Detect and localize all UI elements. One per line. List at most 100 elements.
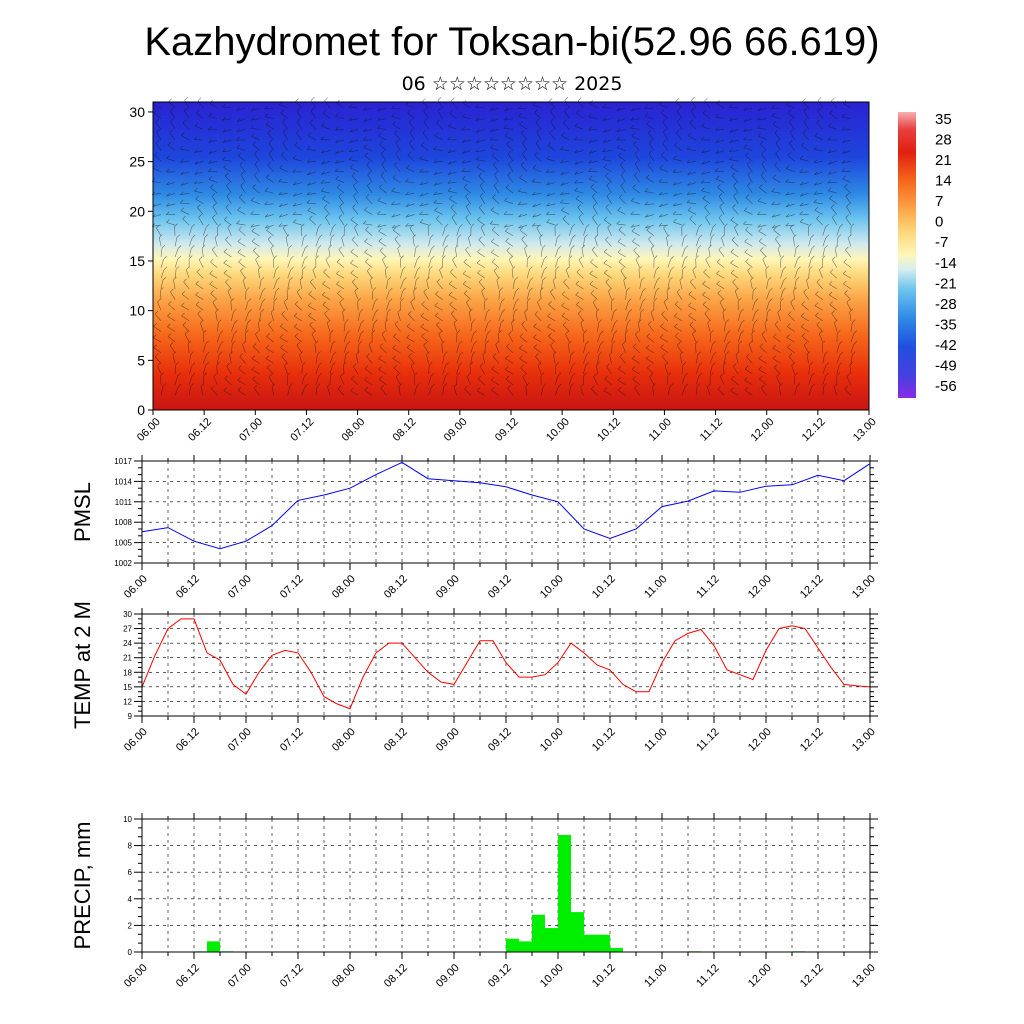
wind-barb xyxy=(554,386,559,396)
wind-barb-flag xyxy=(644,105,649,109)
wind-barb-flag xyxy=(479,363,484,367)
wind-barb-flag xyxy=(616,220,620,225)
wind-barb-flag xyxy=(413,287,417,291)
wind-barb xyxy=(229,354,232,364)
wind-barb xyxy=(815,315,823,322)
wind-barb xyxy=(329,354,334,364)
wind-barb-flag xyxy=(478,278,483,283)
wind-barb xyxy=(377,118,387,121)
wind-barb xyxy=(296,121,303,130)
wind-barb xyxy=(397,248,401,258)
y-tick-label: 1002 xyxy=(114,559,132,568)
wind-barb xyxy=(689,218,697,226)
wind-barb-flag xyxy=(606,182,611,186)
wind-barb-flag xyxy=(326,319,331,324)
wind-barb xyxy=(335,178,345,183)
wind-barb xyxy=(268,376,274,385)
y-tick-label: 1014 xyxy=(114,477,132,486)
x-tick-label: 12.12 xyxy=(798,726,826,754)
wind-barb xyxy=(271,386,274,396)
wind-barb-flag xyxy=(287,372,291,376)
wind-barb-flag xyxy=(568,255,573,259)
wind-barb xyxy=(264,190,274,194)
wind-barb xyxy=(369,280,373,290)
wind-barb xyxy=(819,269,824,279)
wind-barb-flag xyxy=(195,195,199,200)
wind-barb-flag xyxy=(740,308,744,313)
wind-barb-flag xyxy=(341,234,345,238)
wind-barb xyxy=(174,226,176,236)
wind-barb-flag xyxy=(839,223,843,228)
wind-barb-flag xyxy=(363,128,367,132)
wind-barb xyxy=(552,280,556,289)
wind-barb-flag xyxy=(767,308,771,313)
wind-barb-flag xyxy=(814,206,819,211)
wind-barb-flag xyxy=(689,119,693,124)
wind-barb xyxy=(592,196,598,204)
wind-barb-flag xyxy=(663,224,667,229)
wind-barb xyxy=(350,272,359,279)
wind-barb xyxy=(569,237,573,247)
wind-barb-flag xyxy=(660,344,664,348)
wind-barb xyxy=(252,144,260,151)
wind-barb-flag xyxy=(394,320,399,325)
wind-barb xyxy=(794,269,798,279)
wind-barb xyxy=(701,171,711,175)
x-tick-label: 11.00 xyxy=(642,962,669,989)
wind-barb-flag xyxy=(364,376,368,381)
wind-barb xyxy=(349,106,359,109)
wind-barb-flag xyxy=(560,191,564,195)
wind-barb xyxy=(689,281,697,290)
wind-barb-flag xyxy=(623,276,627,281)
wind-barb-flag xyxy=(236,128,241,132)
wind-barb xyxy=(546,192,556,197)
wind-barb xyxy=(371,312,376,321)
wind-barb xyxy=(732,366,739,375)
wind-barb-flag xyxy=(167,323,171,328)
wind-barb xyxy=(181,305,190,311)
wind-barb xyxy=(718,196,725,204)
wind-barb-flag xyxy=(787,152,792,156)
wind-barb xyxy=(310,110,317,119)
wind-barb xyxy=(463,293,471,300)
wind-barb xyxy=(719,206,725,215)
wind-barb-flag xyxy=(501,309,506,313)
wind-barb xyxy=(850,333,855,343)
wind-barb xyxy=(336,102,345,109)
wind-barb-flag xyxy=(688,302,692,306)
wind-barb xyxy=(264,214,274,218)
wind-barb xyxy=(717,388,725,396)
wind-barb-flag xyxy=(660,323,664,327)
wind-barb xyxy=(560,149,570,151)
wind-barb xyxy=(525,386,528,396)
wind-barb xyxy=(436,324,443,332)
wind-barb-flag xyxy=(827,187,832,191)
wind-barb-flag xyxy=(176,234,181,238)
x-tick-label: 07.00 xyxy=(226,573,254,601)
wind-barb-flag xyxy=(786,334,791,338)
wind-barb-flag xyxy=(655,287,660,292)
wind-barb-flag xyxy=(220,341,224,345)
wind-barb xyxy=(350,167,359,173)
wind-barb-flag xyxy=(473,330,477,334)
wind-barb-flag xyxy=(831,97,835,102)
wind-barb xyxy=(433,182,443,186)
wind-barb xyxy=(423,121,429,130)
wind-barb-flag xyxy=(354,224,358,228)
wind-barb xyxy=(512,290,517,300)
wind-barb xyxy=(484,343,486,353)
wind-barb-flag xyxy=(644,188,649,192)
wind-barb xyxy=(152,104,162,109)
wind-barb xyxy=(757,127,767,130)
wind-barb-flag xyxy=(795,276,800,281)
wind-barb-flag xyxy=(603,387,608,391)
wind-barb xyxy=(845,196,852,204)
wind-barb xyxy=(787,112,795,119)
wind-barb-flag xyxy=(166,193,170,197)
wind-barb-flag xyxy=(449,301,453,305)
wind-barb-flag xyxy=(844,290,848,294)
wind-barb xyxy=(602,159,612,162)
wind-barb-flag xyxy=(477,216,481,221)
wind-barb-flag xyxy=(222,139,227,143)
wind-barb-flag xyxy=(419,169,423,173)
